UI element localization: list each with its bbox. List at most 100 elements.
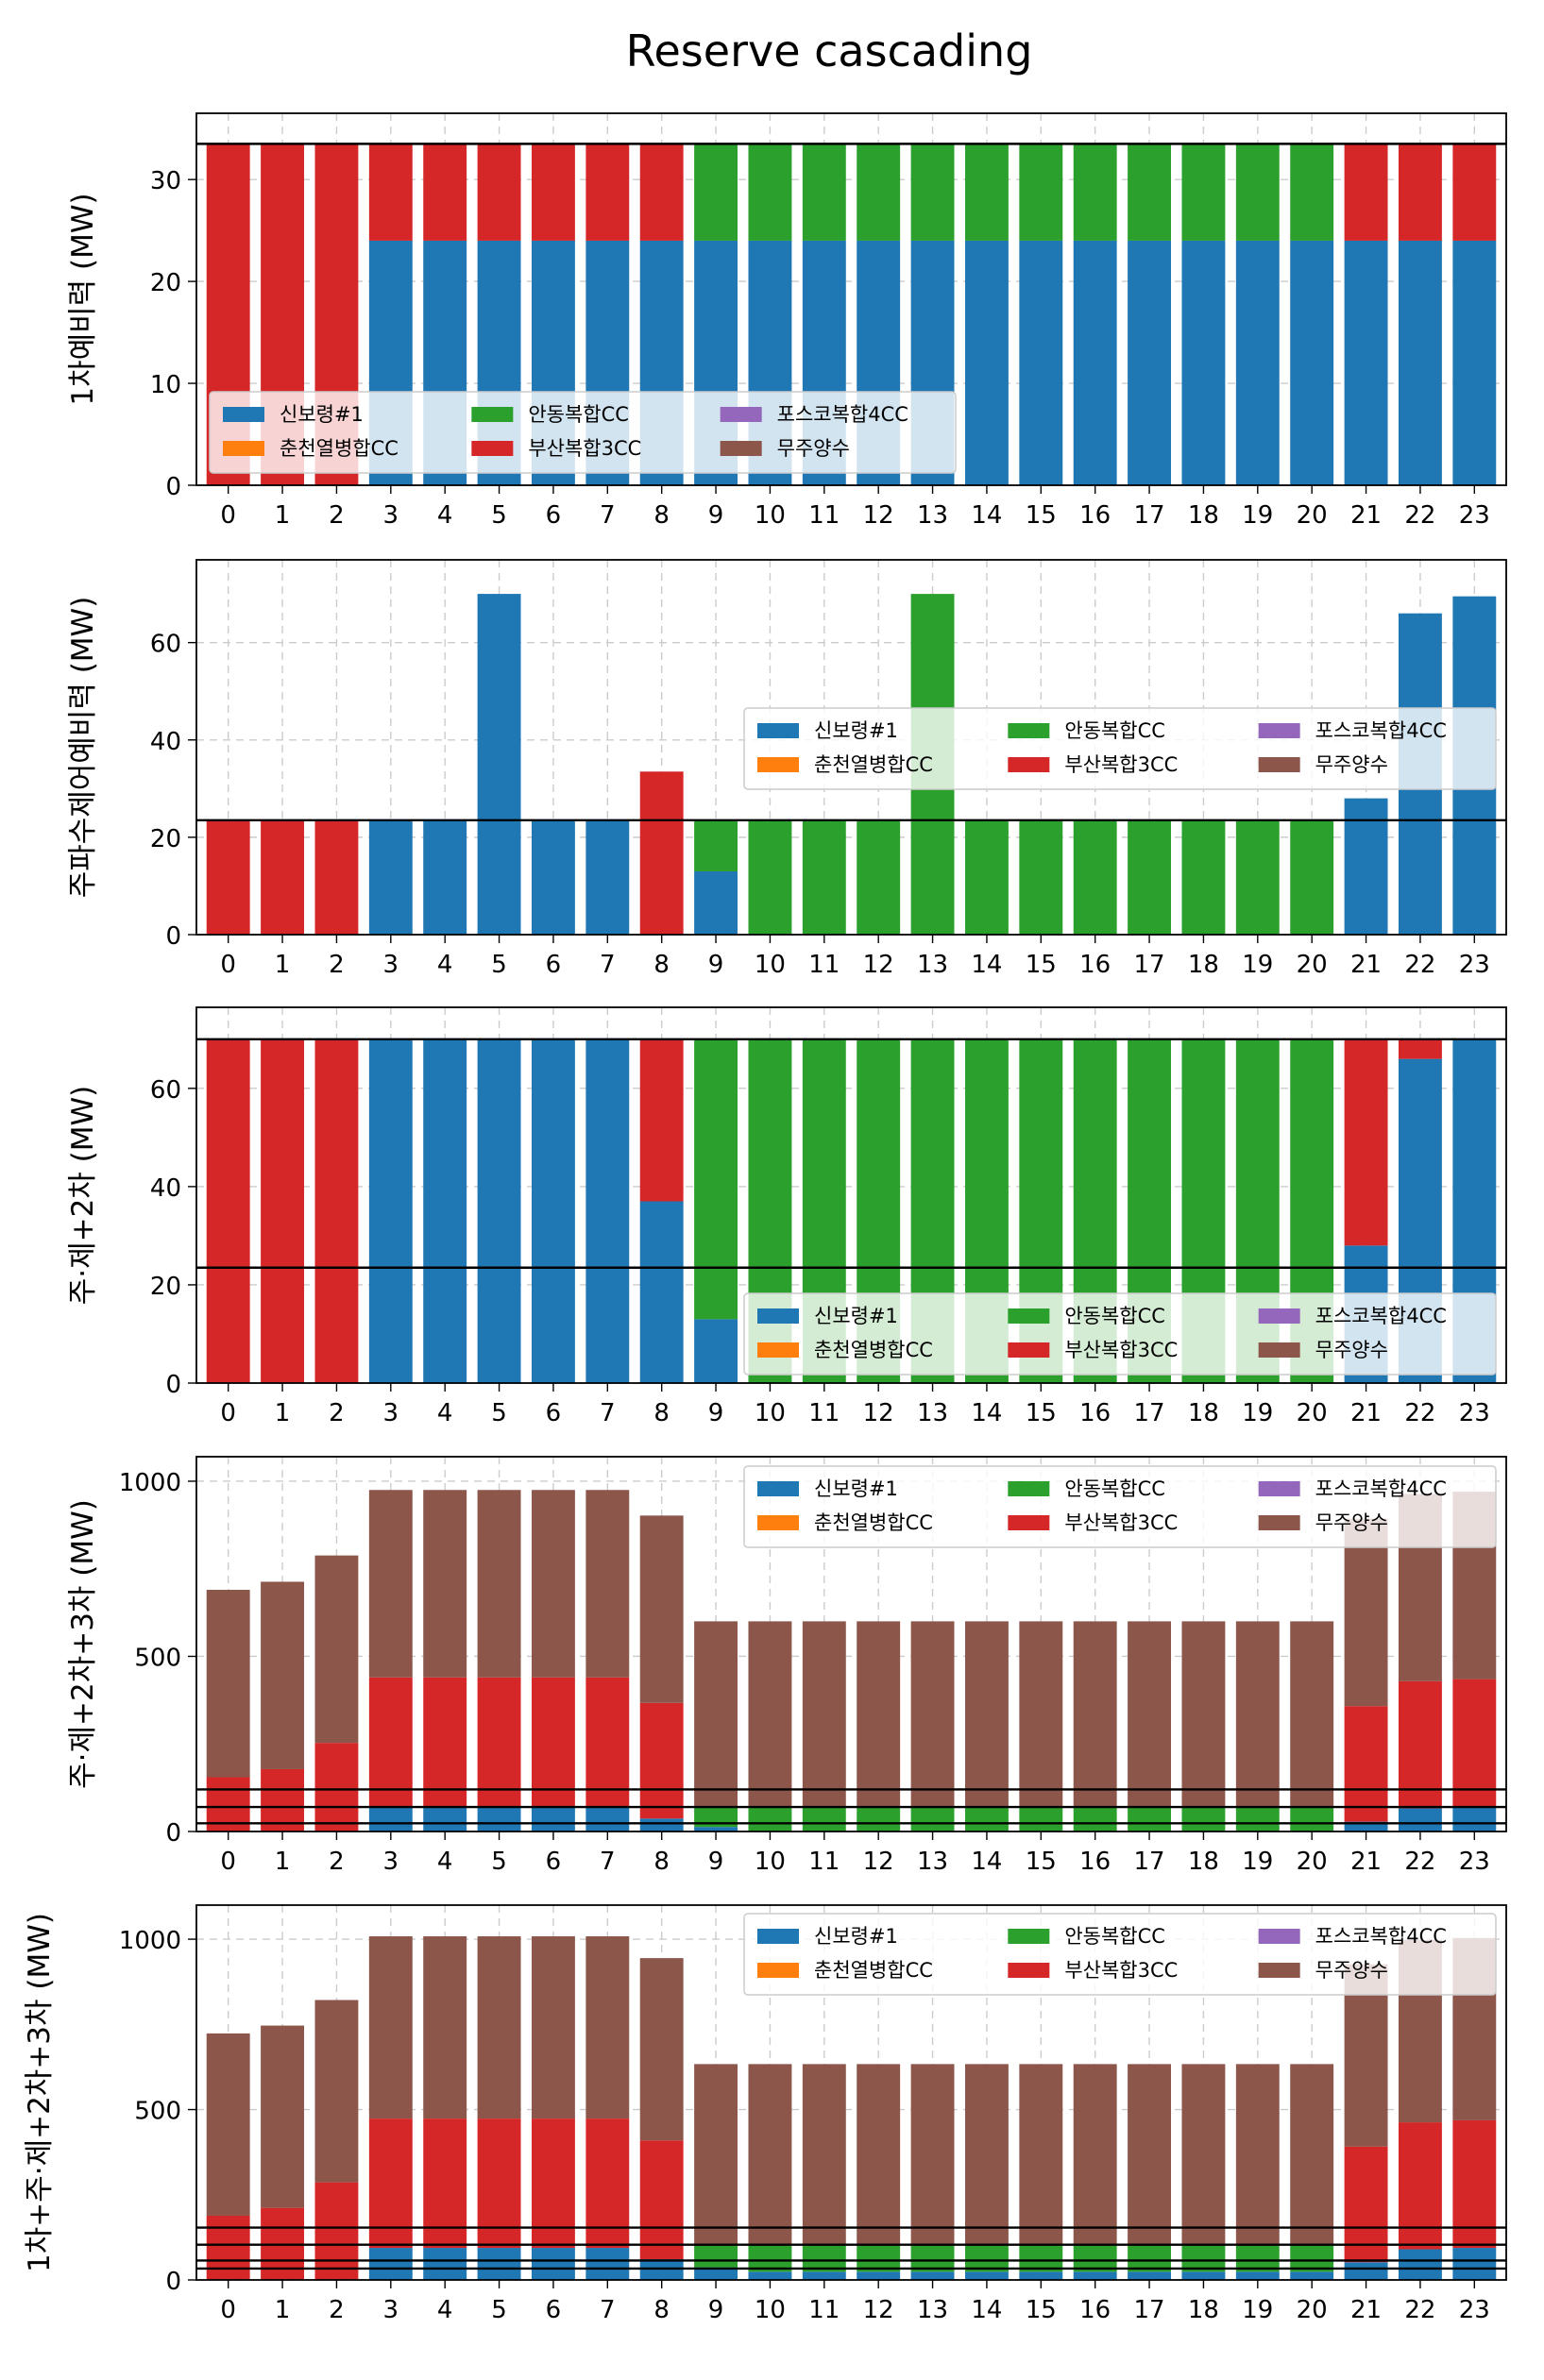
x-tick-label: 18 bbox=[1188, 2296, 1219, 2324]
x-tick-label: 18 bbox=[1188, 1848, 1219, 1876]
x-tick-label: 7 bbox=[600, 501, 616, 530]
bar-신보령#1-4 bbox=[423, 1807, 467, 1831]
bar-무주양수-0 bbox=[206, 2033, 250, 2216]
x-tick-label: 14 bbox=[971, 1848, 1002, 1876]
bar-신보령#1-5 bbox=[477, 2248, 521, 2280]
bar-신보령#1-22 bbox=[1398, 1808, 1442, 1831]
bar-신보령#1-7 bbox=[585, 1807, 630, 1831]
legend-label: 신보령#1 bbox=[814, 719, 898, 742]
y-tick-label: 20 bbox=[150, 1273, 181, 1301]
y-tick-label: 40 bbox=[150, 1174, 181, 1203]
x-tick-label: 8 bbox=[653, 501, 670, 530]
bar-무주양수-14 bbox=[964, 2064, 1009, 2245]
bar-신보령#1-5 bbox=[477, 1807, 521, 1831]
bar-안동복합CC-16 bbox=[1073, 1807, 1117, 1831]
x-tick-label: 23 bbox=[1459, 951, 1490, 979]
bar-부산복합3CC-21 bbox=[1344, 1038, 1388, 1246]
x-tick-label: 1 bbox=[275, 1848, 291, 1876]
bar-안동복합CC-15 bbox=[1019, 2244, 1063, 2272]
y-tick-label: 0 bbox=[165, 2268, 181, 2296]
bar-신보령#1-3 bbox=[368, 1807, 413, 1831]
x-tick-label: 10 bbox=[755, 1399, 786, 1427]
x-tick-label: 20 bbox=[1297, 1848, 1328, 1876]
bar-무주양수-16 bbox=[1073, 2064, 1117, 2245]
legend-label: 안동복합CC bbox=[1064, 1477, 1165, 1500]
panels: 신보령#1춘천열병합CC안동복합CC부산복합3CC포스코복합4CC무주양수010… bbox=[23, 112, 1507, 2324]
chart-panel-3: 신보령#1춘천열병합CC안동복합CC부산복합3CC포스코복합4CC무주양수020… bbox=[66, 1006, 1507, 1427]
x-tick-label: 7 bbox=[600, 1848, 616, 1876]
bar-신보령#1-17 bbox=[1128, 2271, 1172, 2280]
x-tick-label: 5 bbox=[491, 951, 507, 979]
x-tick-label: 21 bbox=[1350, 1848, 1382, 1876]
legend-label: 부산복합3CC bbox=[1064, 753, 1178, 776]
y-axis-label: 1차예비력 (MW) bbox=[66, 193, 100, 405]
legend: 신보령#1 춘천열병합CC 안동복합CC 부산복합3CC 포스코복합4CC 무주양수 bbox=[209, 391, 957, 474]
x-tick-label: 4 bbox=[437, 501, 453, 530]
y-axis-label: 주·제+2차 (MW) bbox=[66, 1086, 100, 1306]
bar-부산복합3CC-5 bbox=[477, 2118, 521, 2249]
bar-무주양수-4 bbox=[423, 1936, 467, 2119]
bar-신보령#1-20 bbox=[1290, 240, 1334, 485]
bar-안동복합CC-19 bbox=[1235, 1807, 1280, 1831]
x-tick-label: 18 bbox=[1188, 951, 1219, 979]
bar-안동복합CC-10 bbox=[748, 1807, 792, 1831]
x-tick-label: 3 bbox=[383, 951, 399, 979]
bar-부산복합3CC-7 bbox=[585, 1677, 630, 1808]
bar-신보령#1-23 bbox=[1452, 1807, 1497, 1831]
bar-부산복합3CC-2 bbox=[314, 819, 359, 935]
x-tick-label: 8 bbox=[653, 1848, 670, 1876]
bar-안동복합CC-17 bbox=[1128, 2244, 1172, 2272]
bar-부산복합3CC-22 bbox=[1398, 1038, 1442, 1059]
legend-swatch bbox=[720, 441, 762, 456]
legend-swatch bbox=[757, 1515, 799, 1530]
x-tick-label: 21 bbox=[1350, 1399, 1382, 1427]
x-tick-label: 10 bbox=[755, 951, 786, 979]
x-tick-label: 5 bbox=[491, 1399, 507, 1427]
x-tick-label: 9 bbox=[708, 1399, 724, 1427]
bar-신보령#1-4 bbox=[423, 819, 467, 935]
bar-신보령#1-9 bbox=[694, 2267, 738, 2280]
x-tick-label: 7 bbox=[600, 2296, 616, 2324]
axes-frame bbox=[195, 1904, 1507, 2281]
legend-swatch bbox=[1008, 723, 1050, 738]
x-tick-label: 0 bbox=[220, 951, 236, 979]
legend-swatch bbox=[757, 1481, 799, 1496]
bar-무주양수-4 bbox=[423, 1490, 467, 1678]
x-tick-label: 19 bbox=[1242, 1848, 1273, 1876]
x-tick-label: 12 bbox=[863, 951, 894, 979]
y-axis-label: 주파수제어예비력 (MW) bbox=[66, 597, 100, 899]
legend-box bbox=[743, 1913, 1497, 1996]
bar-부산복합3CC-2 bbox=[314, 2182, 359, 2280]
x-tick-label: 22 bbox=[1404, 1399, 1435, 1427]
x-tick-label: 3 bbox=[383, 1399, 399, 1427]
legend-label: 안동복합CC bbox=[1064, 719, 1165, 742]
x-tick-label: 7 bbox=[600, 1399, 616, 1427]
bar-안동복합CC-14 bbox=[964, 819, 1009, 935]
y-tick-label: 0 bbox=[165, 473, 181, 501]
bar-무주양수-5 bbox=[477, 1490, 521, 1678]
bar-무주양수-3 bbox=[368, 1490, 413, 1678]
bar-무주양수-21 bbox=[1344, 1518, 1388, 1707]
bar-무주양수-6 bbox=[531, 1936, 575, 2119]
bar-부산복합3CC-6 bbox=[531, 143, 575, 241]
bar-부산복합3CC-0 bbox=[206, 819, 250, 935]
legend-swatch bbox=[1008, 757, 1050, 772]
x-tick-label: 17 bbox=[1134, 1848, 1165, 1876]
bar-부산복합3CC-0 bbox=[206, 1038, 250, 1383]
bar-무주양수-9 bbox=[694, 2064, 738, 2245]
x-tick-label: 8 bbox=[653, 951, 670, 979]
bar-안동복합CC-19 bbox=[1235, 819, 1280, 935]
bar-무주양수-19 bbox=[1235, 2064, 1280, 2245]
bar-신보령#1-21 bbox=[1344, 798, 1388, 935]
bar-부산복합3CC-6 bbox=[531, 1677, 575, 1808]
x-tick-label: 0 bbox=[220, 501, 236, 530]
x-tick-label: 21 bbox=[1350, 2296, 1382, 2324]
x-tick-label: 4 bbox=[437, 1848, 453, 1876]
x-tick-label: 12 bbox=[863, 1848, 894, 1876]
bar-무주양수-8 bbox=[639, 1515, 684, 1703]
bar-무주양수-14 bbox=[964, 1621, 1009, 1808]
x-tick-label: 19 bbox=[1242, 2296, 1273, 2324]
bar-무주양수-15 bbox=[1019, 2064, 1063, 2245]
bar-안동복합CC-9 bbox=[694, 143, 738, 241]
y-tick-label: 1000 bbox=[119, 1927, 181, 1955]
